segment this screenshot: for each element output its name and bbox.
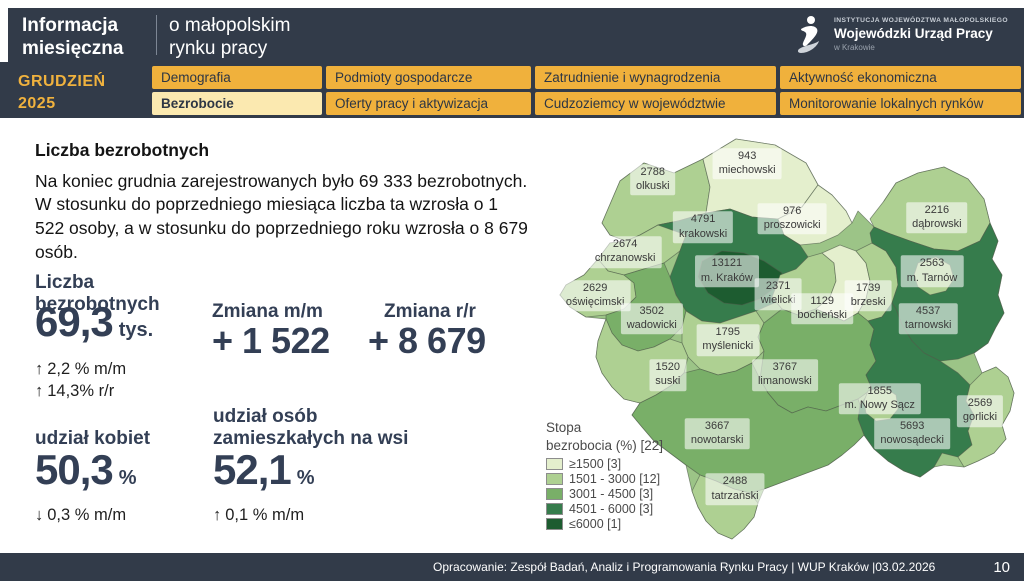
up-arrow-icon: ↑ <box>213 506 222 524</box>
tab-oferty-pracy-i-aktywizacja[interactable]: Oferty pracy i aktywizacja <box>326 92 531 115</box>
county-label-brzeski: 1739 brzeski <box>844 280 892 312</box>
stat-women-change: ↓ 0,3 % m/m <box>35 506 127 524</box>
county-label-wadowicki: 3502 wadowicki <box>620 302 683 335</box>
county-label-dabrowski: 2216 dąbrowski <box>906 201 968 234</box>
county-label-krakow_city: 13121 m. Kraków <box>694 255 759 288</box>
tab-demografia[interactable]: Demografia <box>152 66 322 89</box>
legend-rows: ≥1500 [3] 1501 - 3000 [12] 3001 - 4500 [3]… <box>546 457 663 531</box>
legend-swatch-icon <box>546 473 563 486</box>
wup-person-icon <box>797 16 819 53</box>
wup-logo: INSTYTUCJA WOJEWÓDZTWA MAŁOPOLSKIEGO Woj… <box>795 8 1024 62</box>
legend-item: ≥1500 [3] <box>546 457 663 471</box>
stat-change-yy-label: Zmiana r/r <box>384 301 476 322</box>
county-label-olkuski: 2788 olkuski <box>629 163 676 196</box>
up-arrow-icon: ↑ <box>35 360 44 378</box>
stat-rural-value: 52,1% <box>213 446 315 493</box>
tab-monitorowanie-lokalnych-rynkow[interactable]: Monitorowanie lokalnych rynków <box>780 92 1021 115</box>
county-label-proszowicki: 976 proszowicki <box>757 203 827 235</box>
legend-swatch-icon <box>546 503 563 516</box>
legend-item: 4501 - 6000 [3] <box>546 502 663 516</box>
malopolska-choropleth-map: 2788 olkuski 943 miechowski 976 proszowicki 22… <box>540 123 1024 553</box>
stat-change-mm-value: + 1 522 <box>212 320 330 361</box>
summary-paragraph: Na koniec grudnia zarejestrowanych było … <box>35 170 528 263</box>
legend-title: Stopa bezrobocia (%) [22] <box>546 420 664 453</box>
period-year: 2025 <box>18 94 56 112</box>
county-label-myslenicki: 1795 myślenicki <box>696 324 760 356</box>
stat-unemployed-label-line1: Liczba <box>35 272 95 293</box>
tab-bezrobocie[interactable]: Bezrobocie <box>152 92 322 115</box>
stat-unemployed-label-line2: bezrobotnych <box>35 294 160 316</box>
county-labels-layer: 2788 olkuski 943 miechowski 976 proszowicki 22… <box>540 123 1024 553</box>
map-legend: Stopa bezrobocia (%) [22] ≥1500 [3] 1501 … <box>546 419 663 532</box>
county-label-gorlicki: 2569 gorlicki <box>956 395 1004 427</box>
page-number: 10 <box>993 558 1010 576</box>
legend-item: ≤6000 [1] <box>546 517 663 531</box>
period-month: GRUDZIEŃ <box>18 73 106 90</box>
stat-unemployed-change-mm: ↑ 2,2 % m/m <box>35 360 127 378</box>
header-bar: Informacja miesięczna o małopolskim rynk… <box>8 8 1024 62</box>
nav-row: GRUDZIEŃ 2025 Demografia Podmioty gospod… <box>0 62 1024 118</box>
footer-bar: Opracowanie: Zespół Badań, Analiz i Prog… <box>0 553 1024 581</box>
stat-rural-label-line2: zamieszkałych na wsi <box>213 428 409 450</box>
stat-rural-label-line1: udział osób <box>213 406 318 427</box>
county-label-bochenski: 1129 bocheński <box>791 292 853 325</box>
legend-swatch-icon <box>546 458 563 471</box>
county-label-krakowski: 4791 krakowski <box>672 211 734 244</box>
tab-cudzoziemcy-w-wojewodztwie[interactable]: Cudzoziemcy w województwie <box>535 92 776 115</box>
stat-rural-label: udział osób zamieszkałych na wsi <box>213 406 408 450</box>
wup-logo-text: INSTYTUCJA WOJEWÓDZTWA MAŁOPOLSKIEGO Woj… <box>834 17 1008 52</box>
county-label-tatrzanski: 2488 tatrzański <box>705 473 765 506</box>
report-subtitle-line1: o małopolskim <box>169 15 291 36</box>
tab-aktywnosc-ekonomiczna[interactable]: Aktywność ekonomiczna <box>780 66 1021 89</box>
up-arrow-icon: ↑ <box>35 382 44 400</box>
tab-zatrudnienie-i-wynagrodzenia[interactable]: Zatrudnienie i wynagrodzenia <box>535 66 776 89</box>
stat-change-mm-label: Zmiana m/m <box>212 301 323 322</box>
county-label-tarnow_city: 2563 m. Tarnów <box>900 255 964 288</box>
report-title-block: Informacja miesięczna o małopolskim rynk… <box>8 8 290 62</box>
stat-rural-change: ↑ 0,1 % m/m <box>213 506 305 524</box>
down-arrow-icon: ↓ <box>35 506 44 524</box>
county-label-miechowski: 943 miechowski <box>712 148 782 180</box>
stat-women-label: udział kobiet <box>35 428 151 449</box>
report-title-line1: Informacja <box>22 15 119 36</box>
stat-women-value: 50,3% <box>35 446 137 493</box>
county-label-tarnowski: 4537 tarnowski <box>898 302 958 335</box>
section-heading: Liczba bezrobotnych <box>35 139 210 160</box>
county-label-nowotarski: 3667 nowotarski <box>684 418 750 450</box>
county-label-suski: 1520 suski <box>649 359 687 391</box>
stat-change-yy-value: + 8 679 <box>368 320 486 361</box>
stat-unemployed-value: 69,3 tys. <box>35 298 154 345</box>
nav-tabs: Demografia Podmioty gospodarcze Zatrudni… <box>152 66 1021 115</box>
county-label-oswiecimski: 2629 oświęcimski <box>559 280 631 312</box>
county-label-nowosadecki: 5693 nowosądecki <box>874 418 950 450</box>
county-label-limanowski: 3767 limanowski <box>751 359 818 391</box>
stat-unemployed-label: Liczba bezrobotnych <box>35 272 160 316</box>
county-label-chrzanowski: 2674 chrzanowski <box>588 236 662 268</box>
logo-institution-line: INSTYTUCJA WOJEWÓDZTWA MAŁOPOLSKIEGO <box>833 17 1008 25</box>
report-subtitle-line2: rynku pracy <box>169 37 268 59</box>
report-subtitle: o małopolskim rynku pracy <box>169 8 290 62</box>
report-title: Informacja miesięczna <box>8 8 148 62</box>
logo-city: w Krakowie <box>833 42 875 52</box>
legend-swatch-icon <box>546 518 563 531</box>
stat-unemployed-change-yy: ↑ 14,3% r/r <box>35 382 115 400</box>
legend-item: 3001 - 4500 [3] <box>546 487 663 501</box>
logo-name: Wojewódzki Urząd Pracy <box>833 25 993 41</box>
report-title-line2: miesięczna <box>22 37 124 59</box>
period-label: GRUDZIEŃ 2025 <box>18 71 106 114</box>
footer-credit: Opracowanie: Zespół Badań, Analiz i Prog… <box>433 560 936 574</box>
tab-podmioty-gospodarcze[interactable]: Podmioty gospodarcze <box>326 66 531 89</box>
legend-swatch-icon <box>546 488 563 501</box>
legend-item: 1501 - 3000 [12] <box>546 472 663 486</box>
county-label-nowy_sacz_city: 1855 m. Nowy Sącz <box>838 382 921 415</box>
header-divider <box>156 15 157 55</box>
